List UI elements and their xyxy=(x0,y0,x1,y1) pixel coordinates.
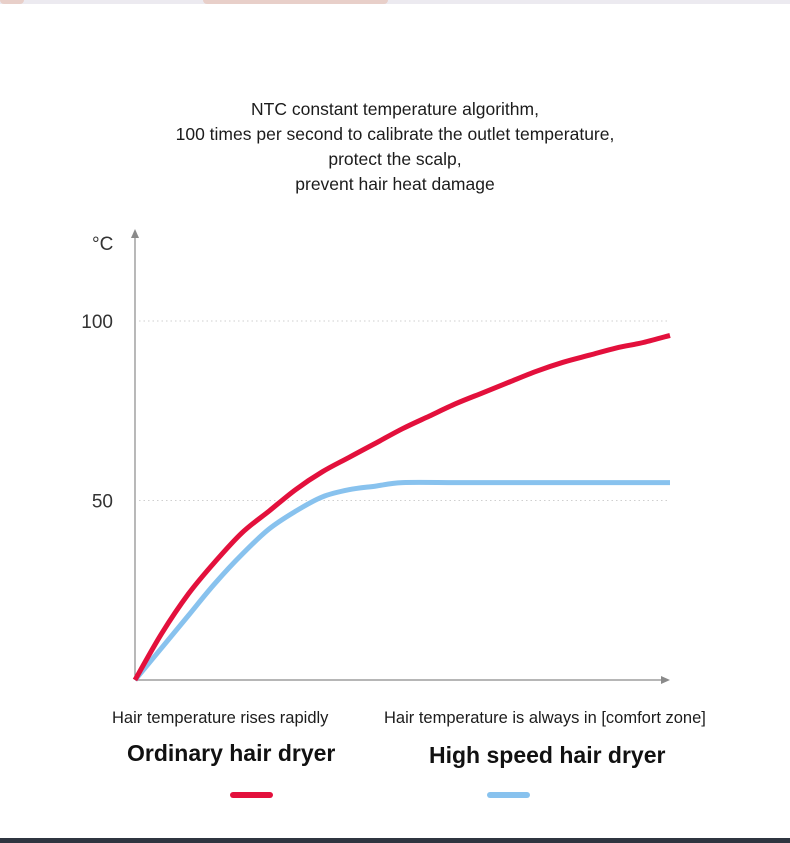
y-axis-unit-label: °C xyxy=(92,234,113,255)
y-axis-arrow-icon xyxy=(131,229,139,238)
legend-ordinary-label: Ordinary hair dryer xyxy=(127,740,336,766)
legend-ordinary-swatch xyxy=(230,792,273,798)
y-tick-label: 100 xyxy=(81,312,113,333)
high-speed-description: Hair temperature is always in [comfort z… xyxy=(384,709,706,727)
intro-text: NTC constant temperature algorithm, 100 … xyxy=(0,97,790,197)
ordinary-description: Hair temperature rises rapidly xyxy=(112,709,329,727)
series-layer xyxy=(132,332,671,682)
top-strip-shape xyxy=(0,0,24,4)
axis-layer: °C 100 50 xyxy=(81,229,670,684)
legend-high-speed-label: High speed hair dryer xyxy=(429,742,666,768)
top-strip xyxy=(0,0,790,4)
x-axis-arrow-icon xyxy=(661,676,670,684)
series-line-high-speed xyxy=(133,479,670,682)
y-tick-label: 50 xyxy=(92,492,113,513)
intro-line: prevent hair heat damage xyxy=(295,174,495,194)
series-line-ordinary xyxy=(132,332,671,682)
intro-line: 100 times per second to calibrate the ou… xyxy=(175,124,615,144)
intro-line: protect the scalp, xyxy=(328,149,462,169)
grid-layer xyxy=(139,320,670,501)
top-strip-shape xyxy=(203,0,388,4)
intro-line: NTC constant temperature algorithm, xyxy=(251,99,539,119)
legend-high-speed-swatch xyxy=(487,792,530,798)
bottom-strip xyxy=(0,838,790,843)
